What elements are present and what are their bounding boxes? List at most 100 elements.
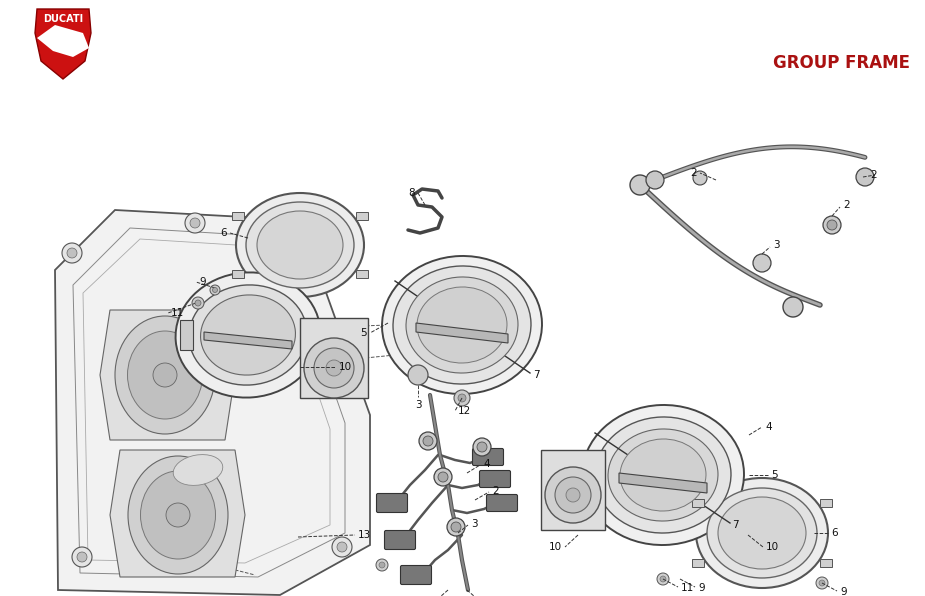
Circle shape: [783, 297, 803, 317]
Circle shape: [326, 360, 342, 376]
Circle shape: [67, 248, 77, 258]
Ellipse shape: [620, 439, 706, 511]
Ellipse shape: [382, 256, 542, 394]
Text: 5: 5: [771, 470, 778, 480]
FancyBboxPatch shape: [479, 470, 511, 488]
Circle shape: [304, 338, 364, 398]
Ellipse shape: [417, 287, 507, 363]
Ellipse shape: [115, 316, 215, 434]
Text: 2: 2: [843, 200, 850, 210]
Text: 9: 9: [840, 587, 846, 596]
Ellipse shape: [236, 193, 364, 297]
Polygon shape: [541, 450, 605, 530]
Circle shape: [185, 213, 205, 233]
Ellipse shape: [173, 455, 223, 485]
Text: 9: 9: [199, 277, 205, 287]
Circle shape: [458, 394, 466, 402]
Circle shape: [192, 297, 204, 309]
Text: 3: 3: [414, 400, 421, 410]
Circle shape: [753, 254, 771, 272]
Circle shape: [827, 220, 837, 230]
Polygon shape: [820, 559, 832, 567]
Text: 5: 5: [361, 328, 367, 338]
Circle shape: [477, 442, 487, 452]
Polygon shape: [204, 332, 292, 349]
Text: 7: 7: [732, 520, 739, 530]
Text: 10: 10: [549, 542, 562, 552]
Text: 7: 7: [533, 370, 539, 380]
Circle shape: [153, 363, 177, 387]
Ellipse shape: [128, 331, 203, 419]
FancyBboxPatch shape: [487, 495, 517, 511]
Polygon shape: [55, 210, 370, 595]
Polygon shape: [356, 270, 368, 278]
Polygon shape: [110, 450, 245, 577]
Circle shape: [657, 573, 669, 585]
Ellipse shape: [189, 285, 307, 385]
FancyBboxPatch shape: [401, 566, 431, 585]
Circle shape: [62, 243, 82, 263]
Ellipse shape: [141, 471, 216, 559]
FancyBboxPatch shape: [376, 493, 408, 513]
Text: 4: 4: [483, 459, 489, 469]
Text: 2: 2: [690, 168, 697, 178]
Text: 3: 3: [471, 519, 477, 529]
Polygon shape: [619, 473, 707, 493]
Circle shape: [72, 547, 92, 567]
Circle shape: [447, 518, 465, 536]
Circle shape: [423, 436, 433, 446]
Circle shape: [555, 477, 591, 513]
Ellipse shape: [696, 478, 828, 588]
Text: 3: 3: [773, 240, 780, 250]
Ellipse shape: [257, 211, 343, 279]
Text: 6: 6: [220, 228, 227, 238]
FancyBboxPatch shape: [473, 449, 503, 465]
Circle shape: [693, 171, 707, 185]
Circle shape: [213, 287, 217, 293]
Circle shape: [823, 216, 841, 234]
Circle shape: [566, 488, 580, 502]
Ellipse shape: [718, 497, 806, 569]
Circle shape: [277, 242, 287, 252]
Ellipse shape: [582, 405, 744, 545]
Circle shape: [166, 503, 190, 527]
Text: 2: 2: [492, 486, 499, 496]
Text: 11: 11: [171, 308, 184, 318]
Circle shape: [379, 562, 385, 568]
Circle shape: [77, 552, 87, 562]
Circle shape: [337, 542, 347, 552]
Text: 12: 12: [458, 406, 471, 416]
Circle shape: [376, 559, 388, 571]
Text: 10: 10: [339, 362, 352, 372]
Polygon shape: [100, 310, 235, 440]
Polygon shape: [180, 320, 193, 350]
Circle shape: [210, 285, 220, 295]
Circle shape: [434, 468, 452, 486]
Text: 13: 13: [358, 530, 371, 540]
Circle shape: [272, 237, 292, 257]
Circle shape: [630, 175, 650, 195]
Circle shape: [451, 522, 461, 532]
Text: GROUP FRAME: GROUP FRAME: [773, 54, 910, 72]
Circle shape: [408, 365, 428, 385]
Text: 10: 10: [766, 542, 779, 552]
Circle shape: [314, 348, 354, 388]
Ellipse shape: [608, 429, 718, 521]
Polygon shape: [300, 318, 368, 398]
Polygon shape: [35, 9, 91, 79]
Circle shape: [646, 171, 664, 189]
Text: DUCATI: DUCATI: [43, 14, 83, 24]
Circle shape: [473, 438, 491, 456]
Circle shape: [816, 577, 828, 589]
Text: 6: 6: [831, 528, 838, 538]
Polygon shape: [820, 499, 832, 507]
Text: 11: 11: [681, 583, 695, 593]
Polygon shape: [37, 25, 89, 57]
Circle shape: [660, 576, 666, 582]
Polygon shape: [231, 212, 243, 220]
Circle shape: [332, 537, 352, 557]
Ellipse shape: [707, 488, 817, 578]
Polygon shape: [231, 270, 243, 278]
Ellipse shape: [393, 266, 531, 384]
Text: 9: 9: [698, 583, 705, 593]
